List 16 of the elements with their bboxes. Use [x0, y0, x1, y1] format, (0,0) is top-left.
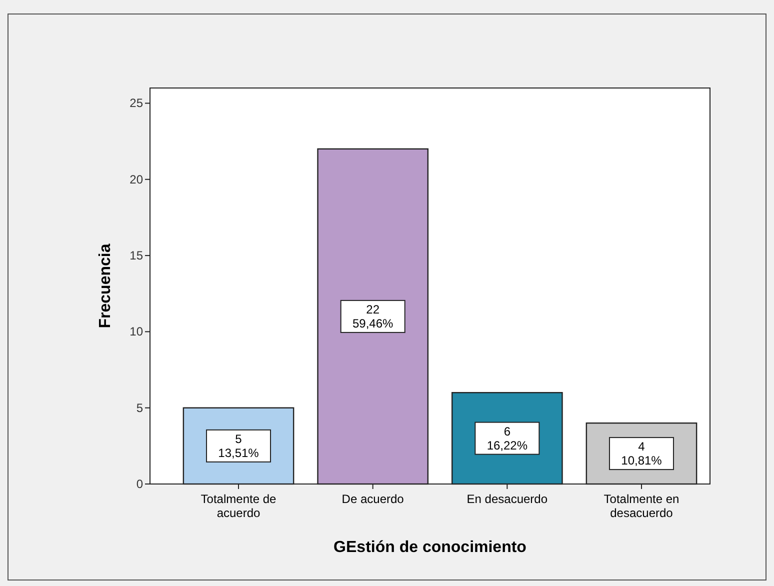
y-tick-label: 0: [136, 477, 144, 491]
x-tick-label: En desacuerdo: [466, 492, 548, 506]
data-label: 5 13,51%: [218, 432, 260, 460]
data-label: 6 16,22%: [486, 424, 528, 452]
y-tick-label: 15: [130, 248, 144, 263]
data-label: 22 59,46%: [352, 302, 394, 330]
x-tick-label: Totalmente en desacuerdo: [604, 492, 680, 520]
x-tick-label: De acuerdo: [342, 492, 404, 506]
data-label: 4 10,81%: [621, 440, 662, 468]
y-axis-title: Frecuencia: [97, 244, 114, 328]
y-tick-label: 10: [130, 324, 144, 339]
y-tick-label: 5: [136, 400, 144, 415]
y-tick-label: 20: [130, 172, 144, 186]
x-axis-title: GEstión de conocimiento: [334, 539, 527, 556]
y-tick-label: 25: [130, 96, 144, 110]
x-tick-label: Totalmente de acuerdo: [200, 492, 277, 520]
